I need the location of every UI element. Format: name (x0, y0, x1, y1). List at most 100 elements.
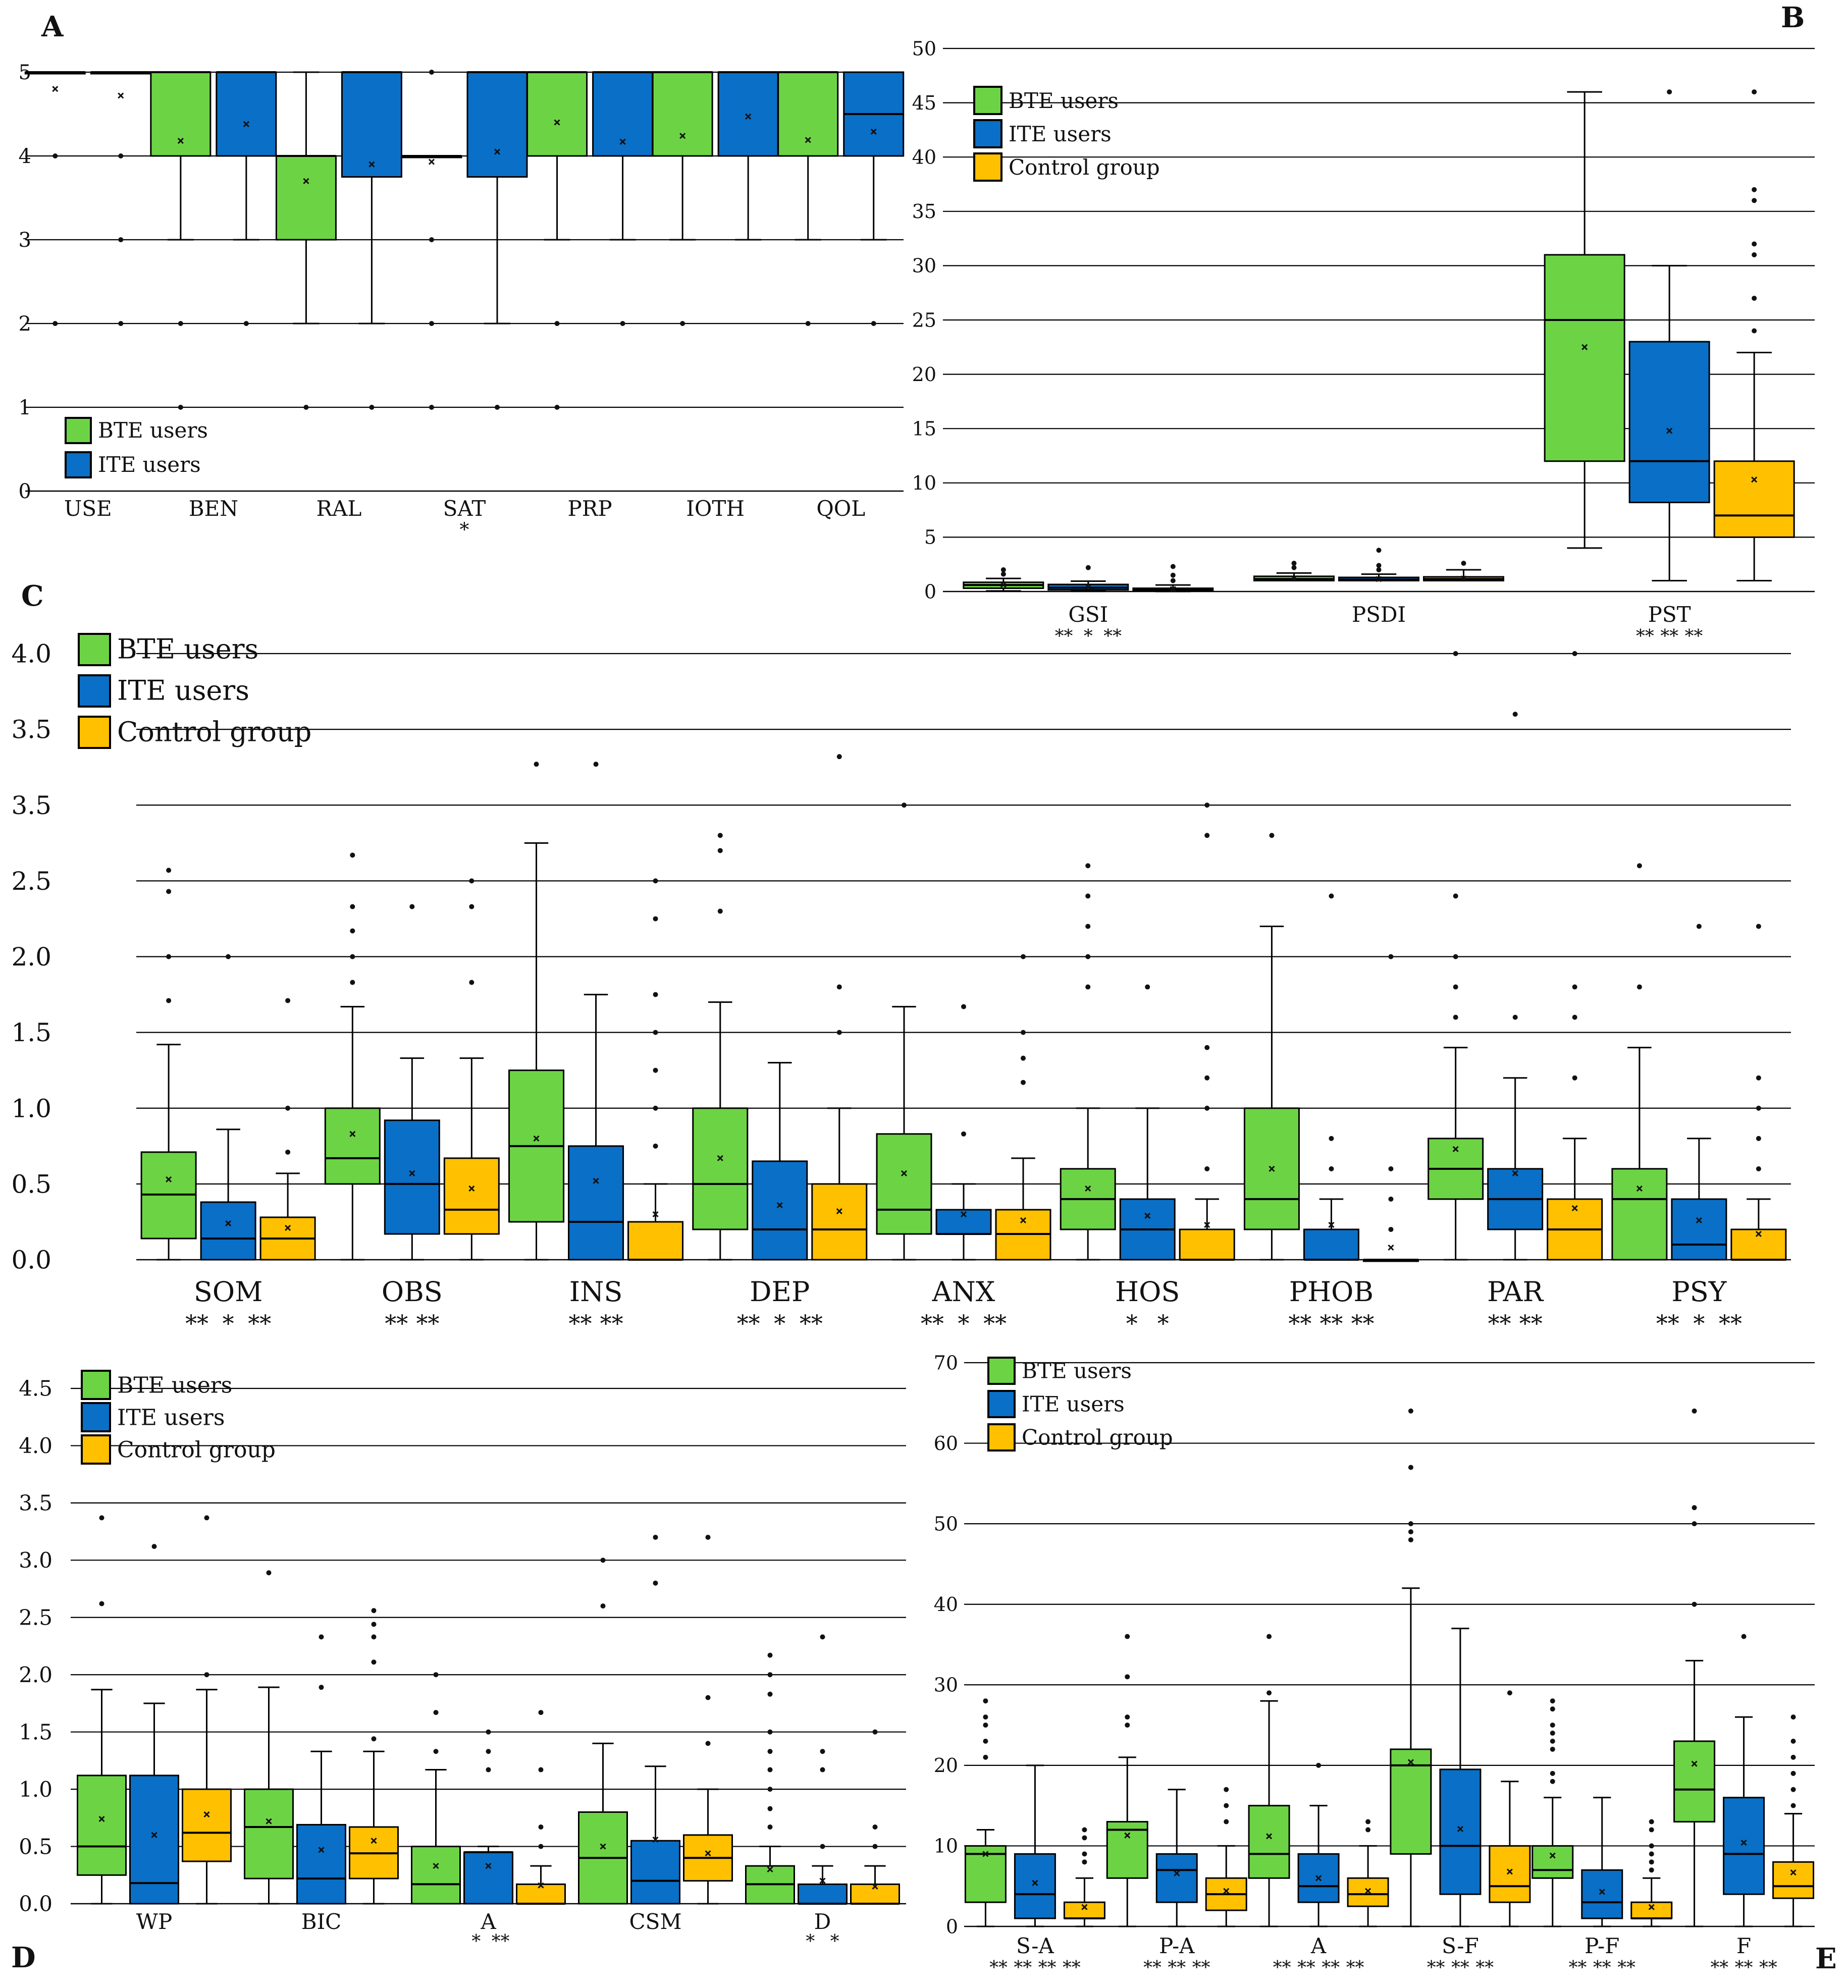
outlier-point (538, 1844, 544, 1849)
significance-marker: ** (1319, 1310, 1343, 1337)
legend-label-ite: ITE users (1022, 1392, 1125, 1417)
outlier-point (767, 1652, 773, 1658)
outlier-point (1752, 89, 1757, 95)
outlier-point (319, 1685, 324, 1690)
outlier-point (1365, 1819, 1371, 1824)
mean-marker (982, 1851, 989, 1857)
box-ite (341, 71, 402, 178)
outlier-point (1082, 1835, 1087, 1841)
category-label: WP (136, 1909, 172, 1934)
y-tick-label: 0 (924, 580, 936, 603)
box-ctrl (443, 1157, 500, 1235)
y-tick-label: 0.0 (19, 1892, 52, 1916)
mean-marker (1740, 1839, 1747, 1846)
significance-marker: ** (1427, 1957, 1445, 1978)
y-tick-label: 20 (912, 363, 936, 386)
outlier-point (371, 1608, 377, 1614)
box-bte (1248, 1805, 1290, 1879)
mean-marker (468, 1185, 475, 1192)
outlier-point (820, 1634, 825, 1640)
significance-marker: ** (800, 1310, 823, 1337)
box-bte (652, 71, 713, 157)
y-tick-label: 1.0 (11, 1094, 51, 1123)
outlier-point (166, 868, 172, 873)
category-label: ANX (932, 1276, 995, 1308)
outlier-point (1376, 563, 1382, 568)
outlier-point (1000, 567, 1006, 572)
outlier-point (1204, 1105, 1210, 1111)
outlier-point (1649, 1851, 1654, 1857)
significance-marker: * (460, 518, 469, 541)
mean-marker (243, 121, 249, 127)
category-label: GSI (1068, 602, 1108, 627)
y-tick-label: 2.0 (11, 942, 51, 972)
outlier-point (99, 1601, 104, 1606)
mean-marker (870, 128, 877, 135)
y-tick-label: 3.5 (11, 715, 51, 744)
outlier-point (767, 1767, 773, 1772)
mean-marker (1144, 1212, 1151, 1219)
y-tick-label: 60 (934, 1432, 958, 1455)
y-tick-label: 10 (934, 1835, 958, 1857)
outlier-point (1667, 89, 1672, 95)
box-bte (150, 71, 212, 157)
outlier-point (653, 878, 658, 884)
outlier-point (534, 762, 539, 767)
outlier-point (285, 998, 291, 1003)
mean-marker (1174, 1870, 1180, 1876)
y-tick-label: 1.0 (19, 1777, 52, 1802)
box-ite (296, 1823, 346, 1905)
category-label: S-A (1016, 1933, 1054, 1958)
outlier-point (429, 237, 434, 242)
outlier-point (1550, 1706, 1555, 1712)
y-tick-label: 4.0 (11, 639, 51, 669)
outlier-point (872, 1844, 878, 1849)
significance-marker: ** (1636, 626, 1654, 647)
category-label: USE (64, 496, 112, 521)
outlier-point (350, 904, 355, 909)
mean-marker (1124, 1832, 1131, 1839)
outlier-point (1269, 833, 1275, 838)
outlier-point (319, 1634, 324, 1640)
significance-marker: ** (600, 1310, 623, 1337)
legend-swatch-ite (65, 451, 92, 478)
outlier-point (1316, 1762, 1322, 1768)
mean-marker (819, 1877, 826, 1884)
outlier-point (767, 1749, 773, 1754)
outlier-point (1204, 802, 1210, 808)
outlier-point (1329, 1136, 1334, 1141)
significance-marker: ** (248, 1310, 271, 1337)
legend-swatch-ctrl (78, 716, 111, 749)
outlier-point (1453, 1014, 1458, 1020)
outlier-point (350, 852, 355, 858)
significance-marker: ** (1143, 1957, 1161, 1978)
mean-marker (1506, 1868, 1513, 1875)
mean-marker (266, 1818, 272, 1824)
outlier-point (983, 1723, 988, 1728)
box-ctrl (1730, 1228, 1787, 1261)
box-ctrl (516, 1883, 566, 1905)
mean-marker (177, 138, 184, 144)
outlier-point (1021, 954, 1026, 959)
y-tick-label: 30 (934, 1674, 958, 1696)
mean-marker (1204, 1221, 1210, 1228)
y-tick-label: 40 (912, 146, 936, 169)
category-label: D (814, 1909, 831, 1934)
outlier-point (1572, 1014, 1577, 1020)
legend-label-ite: ITE users (117, 674, 249, 706)
mean-marker (1291, 575, 1297, 582)
box-bte (1390, 1748, 1432, 1855)
mean-marker (901, 1170, 908, 1176)
y-tick-label: 3.5 (19, 1491, 52, 1516)
legend-label-ite: ITE users (98, 452, 201, 477)
outlier-point (1365, 1827, 1371, 1833)
outlier-point (593, 762, 599, 767)
outlier-point (767, 1729, 773, 1735)
outlier-point (1408, 1465, 1413, 1470)
outlier-point (1453, 954, 1458, 959)
significance-marker: * (1084, 626, 1093, 647)
outlier-point (538, 1767, 544, 1772)
outlier-point (1204, 833, 1210, 838)
box-ite (1014, 1853, 1056, 1919)
significance-marker: * (1126, 1310, 1138, 1337)
